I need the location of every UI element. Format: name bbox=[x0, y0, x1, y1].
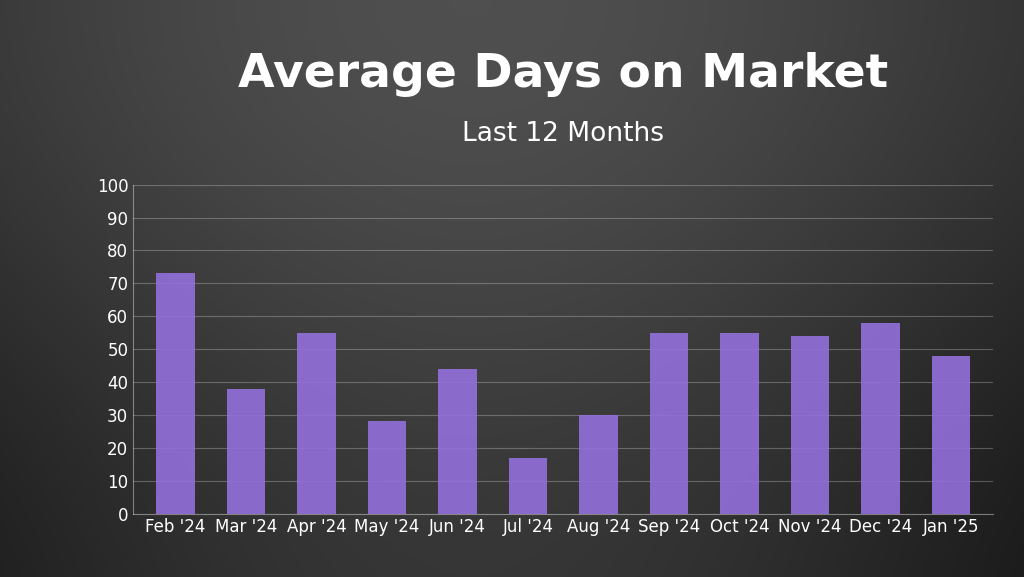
Bar bbox=[932, 355, 971, 514]
Bar bbox=[791, 336, 829, 514]
Text: Average Days on Market: Average Days on Market bbox=[238, 52, 889, 97]
Bar bbox=[438, 369, 477, 514]
Bar bbox=[579, 415, 617, 514]
Bar bbox=[509, 458, 548, 514]
Bar bbox=[368, 421, 407, 514]
Bar bbox=[720, 332, 759, 514]
Text: Last 12 Months: Last 12 Months bbox=[462, 121, 665, 147]
Bar bbox=[226, 388, 265, 514]
Bar bbox=[297, 332, 336, 514]
Bar bbox=[156, 273, 195, 514]
Bar bbox=[861, 323, 900, 514]
Bar bbox=[649, 332, 688, 514]
